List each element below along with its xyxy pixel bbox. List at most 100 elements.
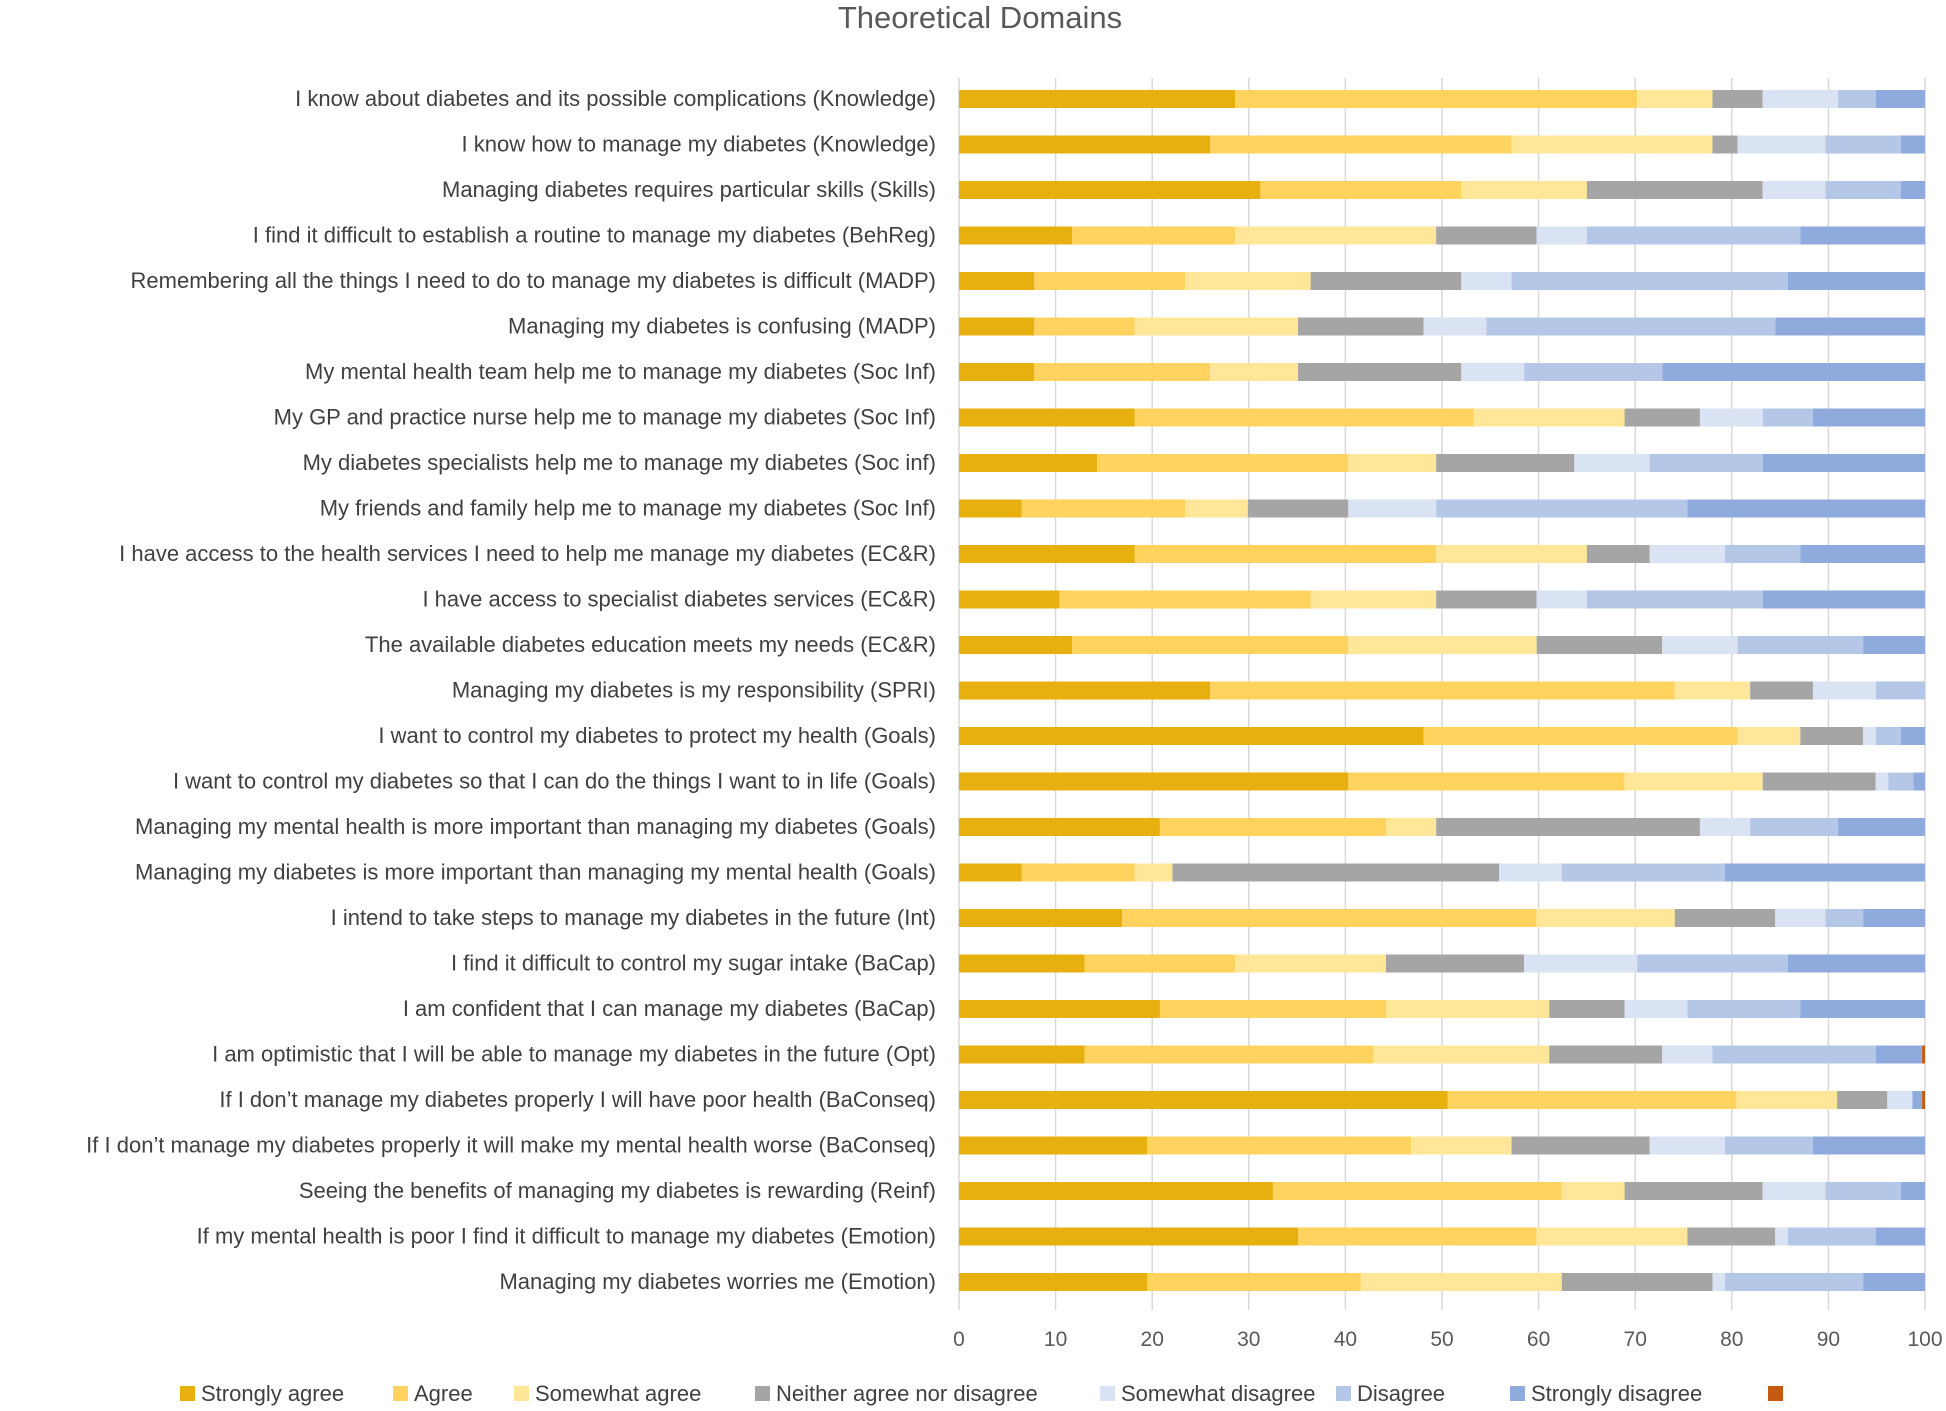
bar-row17-series2 [1159,818,1386,836]
bar-row6-series3 [1134,317,1299,336]
bar-row15-series3 [1737,727,1801,745]
bar-row26-series2 [1298,1227,1537,1246]
bar-row25-series7 [1900,1182,1925,1200]
bar-row6-series2 [1034,317,1135,336]
bar-row9-series5 [1574,454,1650,472]
bar-row9-series3 [1348,454,1437,472]
bar-row26-series4 [1687,1227,1776,1246]
bar-row17-series4 [1436,818,1700,836]
bar-row27-series5 [1712,1273,1726,1291]
bar-row8-series3 [1473,408,1625,427]
bar-row23-series8 [1922,1091,1925,1109]
bar-row16-series4 [1762,772,1876,791]
bar-row26-series5 [1775,1227,1788,1246]
legend-label-4: Neither agree nor disagree [776,1381,1038,1406]
bar-row23-series1 [959,1091,1448,1109]
bar-row15-series1 [959,727,1424,745]
bar-row9-series4 [1436,454,1575,472]
bar-row21-series4 [1549,1000,1625,1018]
bar-row1-series2 [1235,90,1638,108]
bar-row24-series5 [1649,1136,1726,1155]
bar-row25-series1 [959,1182,1273,1200]
bar-row3-series4 [1586,181,1763,199]
bar-row22-series4 [1549,1045,1663,1064]
bar-row9-series6 [1649,454,1763,472]
category-label: The available diabetes education meets m… [365,632,936,657]
bar-row16-series6 [1888,772,1914,791]
category-label: If my mental health is poor I find it di… [197,1224,936,1249]
bar-row2-series6 [1825,135,1901,154]
bar-row18-series1 [959,863,1022,882]
bar-row13-series4 [1536,636,1663,654]
bar-row11-series4 [1586,545,1650,563]
tick-label-20: 20 [1141,1328,1164,1351]
category-label: If I don’t manage my diabetes properly I… [219,1087,936,1112]
bar-row8-series7 [1812,408,1925,427]
category-label: Managing my diabetes is more important t… [135,860,936,885]
bar-row2-series3 [1511,135,1713,154]
legend-swatch-2 [393,1386,408,1401]
x-axis-ticks: 0 10 20 30 40 50 60 70 80 90 100 [953,1328,1942,1351]
bar-row7-series7 [1662,363,1925,381]
bar-row20-series6 [1637,954,1788,973]
bar-row20-series5 [1524,954,1638,973]
bar-row24-series2 [1147,1136,1412,1155]
bar-row8-series1 [959,408,1135,427]
bar-row2-series5 [1737,135,1826,154]
legend-swatch-3 [514,1386,529,1401]
bar-row2-series7 [1900,135,1925,154]
bar-row2-series2 [1210,135,1512,154]
bar-row26-series3 [1536,1227,1688,1246]
bar-row4-series1 [959,226,1073,245]
bar-row22-series5 [1662,1045,1713,1064]
legend-swatch-6 [1336,1386,1351,1401]
bar-row10-series3 [1185,499,1248,518]
bar-row5-series3 [1185,272,1311,290]
category-label: Managing my diabetes worries me (Emotion… [499,1269,936,1294]
bar-row14-series3 [1674,681,1751,700]
bar-row1-series3 [1637,90,1713,108]
bar-row11-series5 [1649,545,1726,563]
bar-row4-series7 [1800,226,1925,245]
tick-label-70: 70 [1624,1328,1647,1351]
bar-row20-series1 [959,954,1085,973]
bar-row26-series7 [1875,1227,1925,1246]
bar-row17-series6 [1750,818,1839,836]
bar-row18-series4 [1172,863,1499,882]
tick-label-10: 10 [1044,1328,1067,1351]
bar-row17-series1 [959,818,1160,836]
bar-row4-series4 [1436,226,1537,245]
bar-row22-series6 [1712,1045,1876,1064]
bar-row21-series1 [959,1000,1160,1018]
category-label: I find it difficult to control my sugar … [451,951,936,976]
tick-label-50: 50 [1430,1328,1453,1351]
bar-row19-series3 [1536,909,1675,927]
legend-label-1: Strongly agree [201,1381,344,1406]
bar-row10-series5 [1348,499,1437,518]
bar-row16-series7 [1913,772,1925,791]
category-label: My diabetes specialists help me to manag… [303,450,936,475]
bar-row13-series1 [959,636,1073,654]
bar-row15-series2 [1423,727,1738,745]
bar-row20-series2 [1084,954,1236,973]
category-labels: I know about diabetes and its possible c… [86,86,936,1294]
tick-label-60: 60 [1527,1328,1550,1351]
bar-row1-series1 [959,90,1236,108]
bar-row26-series1 [959,1227,1299,1246]
legend-swatch-5 [1100,1386,1115,1401]
bar-row4-series6 [1586,226,1801,245]
bar-row9-series7 [1762,454,1925,472]
bar-row5-series7 [1787,272,1925,290]
bar-row14-series1 [959,681,1211,700]
bar-row19-series2 [1122,909,1537,927]
category-label: I am optimistic that I will be able to m… [212,1042,936,1067]
bar-row21-series6 [1687,1000,1801,1018]
category-label: I have access to specialist diabetes ser… [422,587,936,612]
bar-row11-series6 [1725,545,1801,563]
bar-row3-series2 [1260,181,1462,199]
category-label: My friends and family help me to manage … [320,496,936,521]
bar-row14-series2 [1210,681,1675,700]
bar-row27-series2 [1147,1273,1361,1291]
bar-row7-series6 [1524,363,1663,381]
category-label: Remembering all the things I need to do … [131,268,936,293]
